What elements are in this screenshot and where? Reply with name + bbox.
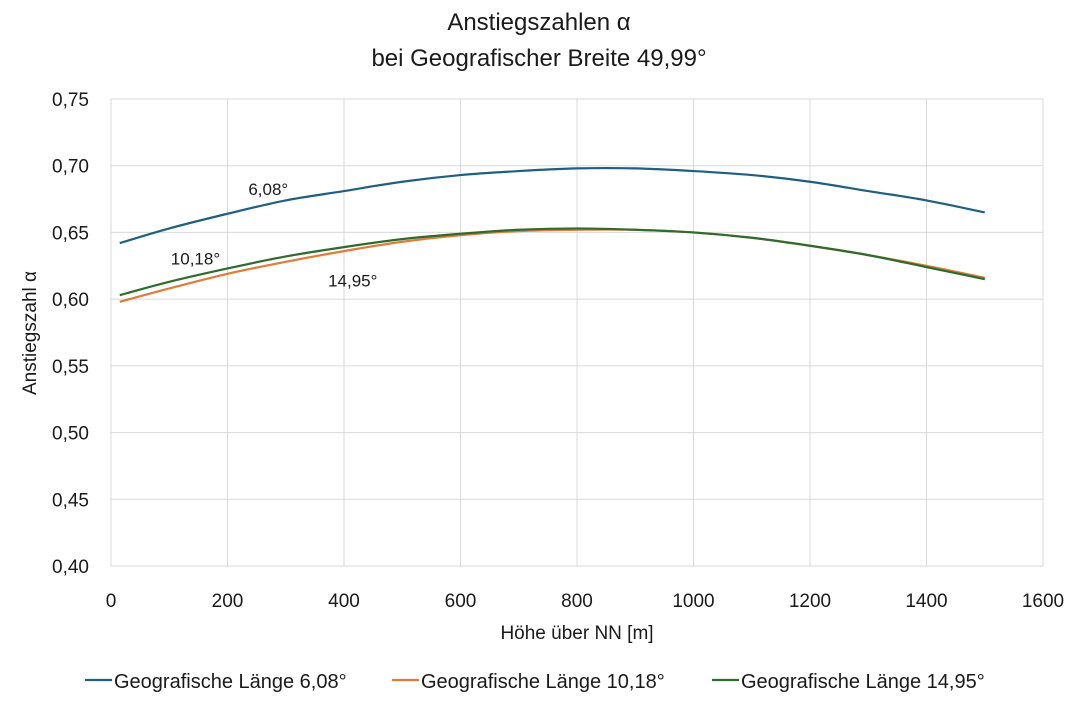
legend-label-2: Geografische Länge 10,18° [421,671,665,693]
series-annotation-3: 14,95° [328,271,377,290]
chart-title-line1: Anstiegszahlen α [447,9,630,36]
series-annotation-2: 10,18° [171,249,220,268]
x-tick-label: 400 [328,591,360,612]
chart-title-line2: bei Geografischer Breite 49,99° [371,45,706,72]
x-tick-label: 1200 [789,591,831,612]
x-tick-label: 1600 [1022,591,1064,612]
series-annotation-1: 6,08° [248,180,288,199]
series-lines [119,166,985,303]
annotations: 6,08° 10,18° 14,95° [171,180,378,290]
legend-label-1: Geografische Länge 6,08° [114,671,347,693]
x-tick-label: 800 [561,591,593,612]
y-tick-label: 0,75 [52,90,89,111]
x-tick-label: 1400 [905,591,947,612]
x-tick-label: 0 [106,591,117,612]
y-tick-label: 0,50 [52,424,89,445]
x-tick-label: 200 [212,591,244,612]
x-axis-title: Höhe über NN [m] [500,623,653,644]
y-tick-label: 0,55 [52,357,89,378]
series-line-3 [119,227,985,297]
series-line-1 [119,166,985,245]
y-tick-label: 0,40 [52,557,89,578]
y-axis-title: Anstiegszahl α [20,271,41,395]
x-tick-label: 600 [445,591,477,612]
x-tick-label: 1000 [672,591,714,612]
series-line-2 [119,228,985,303]
x-axis-tick-labels: 0 200 400 600 800 1000 1200 1400 1600 [106,591,1064,612]
chart-title: Anstiegszahlen α bei Geografischer Breit… [371,9,706,72]
y-tick-label: 0,65 [52,223,89,244]
y-tick-label: 0,70 [52,157,89,178]
y-tick-label: 0,45 [52,490,89,511]
grid [110,98,1044,567]
y-axis-tick-labels: 0,40 0,45 0,50 0,55 0,60 0,65 0,70 0,75 [52,90,89,578]
y-tick-label: 0,60 [52,290,89,311]
legend: Geografische Länge 6,08° Geografische Län… [85,671,985,693]
legend-label-3: Geografische Länge 14,95° [741,671,985,693]
